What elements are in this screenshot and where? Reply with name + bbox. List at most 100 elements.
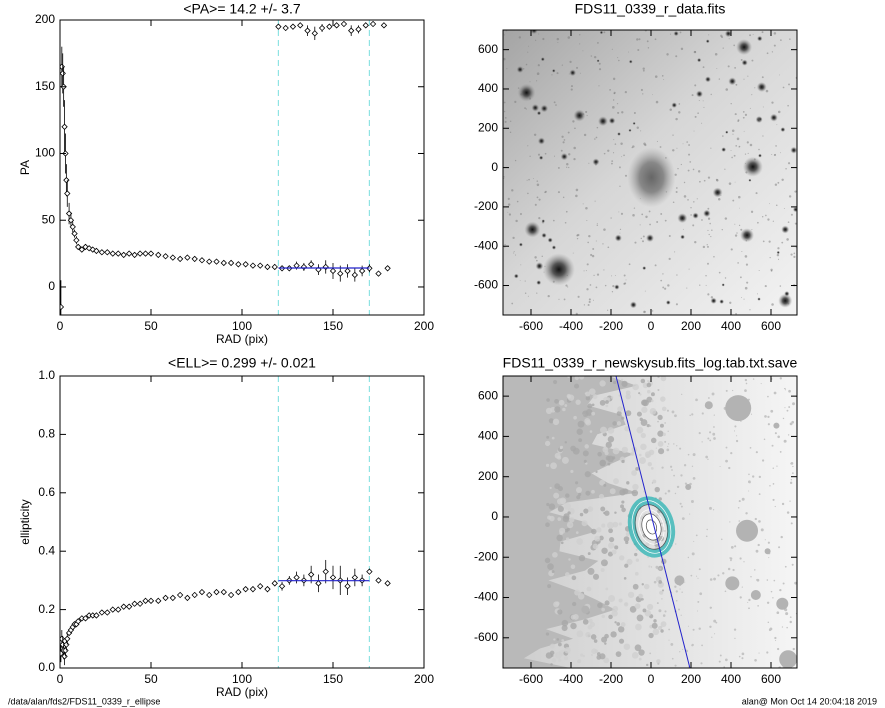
- star: [725, 130, 729, 134]
- data-point: [198, 257, 206, 264]
- noise: [707, 458, 709, 460]
- noise: [771, 444, 774, 447]
- data-point: [206, 591, 213, 599]
- noise: [585, 391, 591, 397]
- noise: [621, 111, 624, 114]
- star: [628, 59, 633, 64]
- noise: [791, 563, 794, 566]
- noise: [635, 466, 640, 471]
- noise: [612, 421, 617, 426]
- noise: [575, 194, 578, 198]
- noise: [572, 601, 577, 607]
- noise: [664, 287, 667, 290]
- noise: [655, 100, 659, 104]
- noise: [648, 632, 654, 639]
- noise: [646, 663, 649, 667]
- noise: [567, 394, 571, 399]
- noise: [767, 541, 770, 544]
- noise: [725, 446, 728, 449]
- noise: [570, 469, 574, 474]
- plot-frame: [502, 29, 798, 316]
- noise: [710, 607, 713, 609]
- noise: [632, 383, 639, 391]
- noise: [745, 263, 749, 266]
- noise: [564, 221, 567, 224]
- noise: [785, 167, 787, 170]
- noise: [682, 143, 684, 145]
- noise: [750, 210, 754, 213]
- noise: [569, 517, 575, 523]
- y-tick-label: 200: [478, 469, 498, 483]
- data-point: [235, 588, 242, 596]
- noise: [642, 608, 647, 613]
- noise: [598, 62, 601, 65]
- noise: [611, 549, 617, 555]
- noise: [621, 156, 623, 158]
- y-tick-label: -200: [474, 199, 498, 213]
- noise: [511, 302, 514, 305]
- noise: [694, 240, 697, 244]
- noise: [611, 456, 616, 460]
- noise: [592, 573, 600, 580]
- noise: [621, 507, 626, 513]
- data-point: [271, 580, 278, 587]
- x-tick-label: -600: [519, 319, 543, 333]
- noise: [646, 603, 654, 611]
- noise: [739, 596, 742, 599]
- noise: [754, 87, 756, 89]
- x-tick-label: 100: [232, 319, 252, 333]
- noise: [780, 152, 781, 154]
- noise: [678, 103, 681, 105]
- noise: [674, 251, 676, 253]
- noise: [729, 557, 732, 559]
- noise: [709, 222, 711, 225]
- noise: [740, 228, 743, 231]
- noise: [640, 237, 643, 240]
- noise: [551, 570, 555, 574]
- y-tick-label: 600: [478, 388, 498, 402]
- noise: [744, 389, 747, 392]
- noise: [620, 142, 623, 145]
- noise: [764, 285, 767, 288]
- x-tick-label: 50: [144, 672, 158, 686]
- noise: [707, 293, 710, 296]
- noise: [553, 492, 560, 499]
- noise: [586, 220, 588, 221]
- star: [538, 155, 544, 160]
- data-point: [75, 243, 82, 251]
- noise: [577, 420, 585, 428]
- noise: [657, 662, 660, 665]
- noise: [692, 168, 695, 171]
- data-point: [278, 583, 286, 590]
- noise: [603, 152, 606, 155]
- data-point: [322, 568, 329, 575]
- y-tick-label: -600: [474, 278, 498, 292]
- noise: [594, 535, 601, 542]
- noise: [636, 426, 644, 434]
- star: [756, 35, 763, 42]
- data-point: [98, 609, 106, 616]
- noise: [605, 400, 609, 404]
- data-point: [213, 588, 220, 596]
- noise: [686, 287, 688, 289]
- data-point: [147, 250, 155, 257]
- noise: [708, 233, 710, 236]
- data-point: [162, 594, 169, 602]
- x-tick-label: 150: [323, 672, 343, 686]
- noise: [794, 190, 797, 193]
- noise: [792, 465, 794, 468]
- noise: [595, 286, 598, 289]
- noise: [618, 211, 620, 213]
- noise: [511, 189, 514, 192]
- data-point: [63, 641, 70, 648]
- noise: [562, 196, 565, 199]
- star: [756, 82, 767, 92]
- noise: [527, 51, 529, 53]
- plot-frame: [502, 375, 798, 669]
- data-point: [125, 603, 133, 610]
- y-tick-label: 150: [35, 79, 55, 93]
- noise: [638, 649, 645, 656]
- footer-path: /data/alan/fds2/FDS11_0339_r_ellipse: [8, 696, 160, 706]
- data-point: [71, 230, 78, 237]
- data-point: [333, 22, 340, 29]
